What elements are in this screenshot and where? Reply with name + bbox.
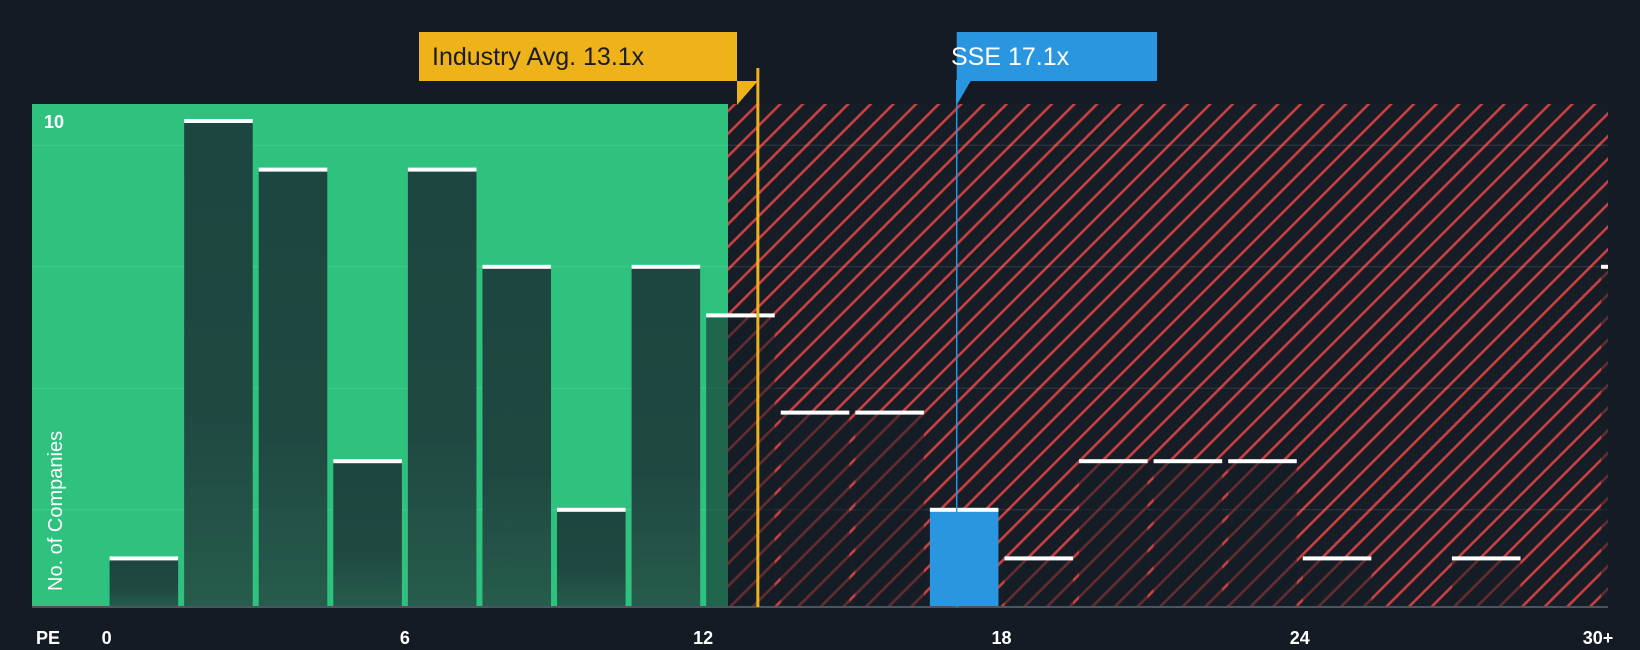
company-label: SSE 17.1x — [951, 43, 1070, 71]
y-tick-label: 10 — [44, 112, 64, 132]
histogram-bar — [631, 266, 701, 607]
industry-average-label: Industry Avg. 13.1x — [432, 43, 645, 71]
histogram-bar — [1079, 461, 1148, 607]
histogram-bar — [407, 169, 477, 607]
x-tick-label: 30+ — [1583, 628, 1614, 648]
x-tick-label: 24 — [1290, 628, 1310, 648]
bar-cap — [706, 313, 775, 318]
bar-cap — [1302, 556, 1372, 561]
bar-cap — [1004, 556, 1074, 561]
histogram-bar — [109, 558, 179, 607]
bar-cap — [780, 410, 850, 415]
histogram-bar — [1153, 461, 1223, 607]
industry-average-marker: Industry Avg. 13.1x — [419, 32, 760, 607]
histogram-bar — [1302, 558, 1372, 607]
bar-cap — [1601, 264, 1608, 269]
company-bar — [929, 509, 999, 607]
industry-average-callout — [419, 32, 758, 105]
bar-cap — [109, 556, 179, 561]
bar-cap — [855, 410, 924, 415]
bar-cap — [1451, 556, 1521, 561]
histogram-bar — [706, 315, 775, 607]
histogram-bar — [482, 266, 552, 607]
bar-cap — [333, 459, 402, 464]
company-marker: SSE 17.1x — [933, 32, 1157, 607]
histogram-bar — [258, 169, 328, 607]
bar-cap — [407, 167, 477, 172]
histogram-bar — [557, 509, 626, 607]
histogram-bar — [184, 121, 253, 608]
histogram-bar — [1601, 266, 1608, 607]
y-axis-label: No. of Companies — [45, 431, 67, 591]
x-axis-ticks: 0 6 12 18 24 30+ — [102, 628, 1614, 648]
x-tick-label: 0 — [102, 628, 112, 648]
bar-cap — [184, 119, 253, 124]
x-tick-label: 6 — [400, 628, 410, 648]
x-axis-label: PE — [36, 628, 60, 648]
histogram-bar — [1004, 558, 1074, 607]
histogram-bar — [1228, 461, 1297, 607]
bar-cap — [557, 507, 626, 512]
bar-cap — [1079, 459, 1148, 464]
bar-cap — [1153, 459, 1223, 464]
histogram-bars — [109, 119, 1608, 608]
histogram-bar — [333, 461, 402, 607]
x-tick-label: 12 — [693, 628, 713, 648]
histogram-bar — [1451, 558, 1521, 607]
bar-cap — [631, 264, 701, 269]
bar-cap — [482, 264, 552, 269]
histogram-bar — [855, 412, 924, 607]
bar-cap — [929, 507, 999, 512]
bar-cap — [258, 167, 328, 172]
x-tick-label: 18 — [991, 628, 1011, 648]
histogram-bar — [780, 412, 850, 607]
bar-cap — [1228, 459, 1297, 464]
company-callout — [933, 32, 1157, 105]
